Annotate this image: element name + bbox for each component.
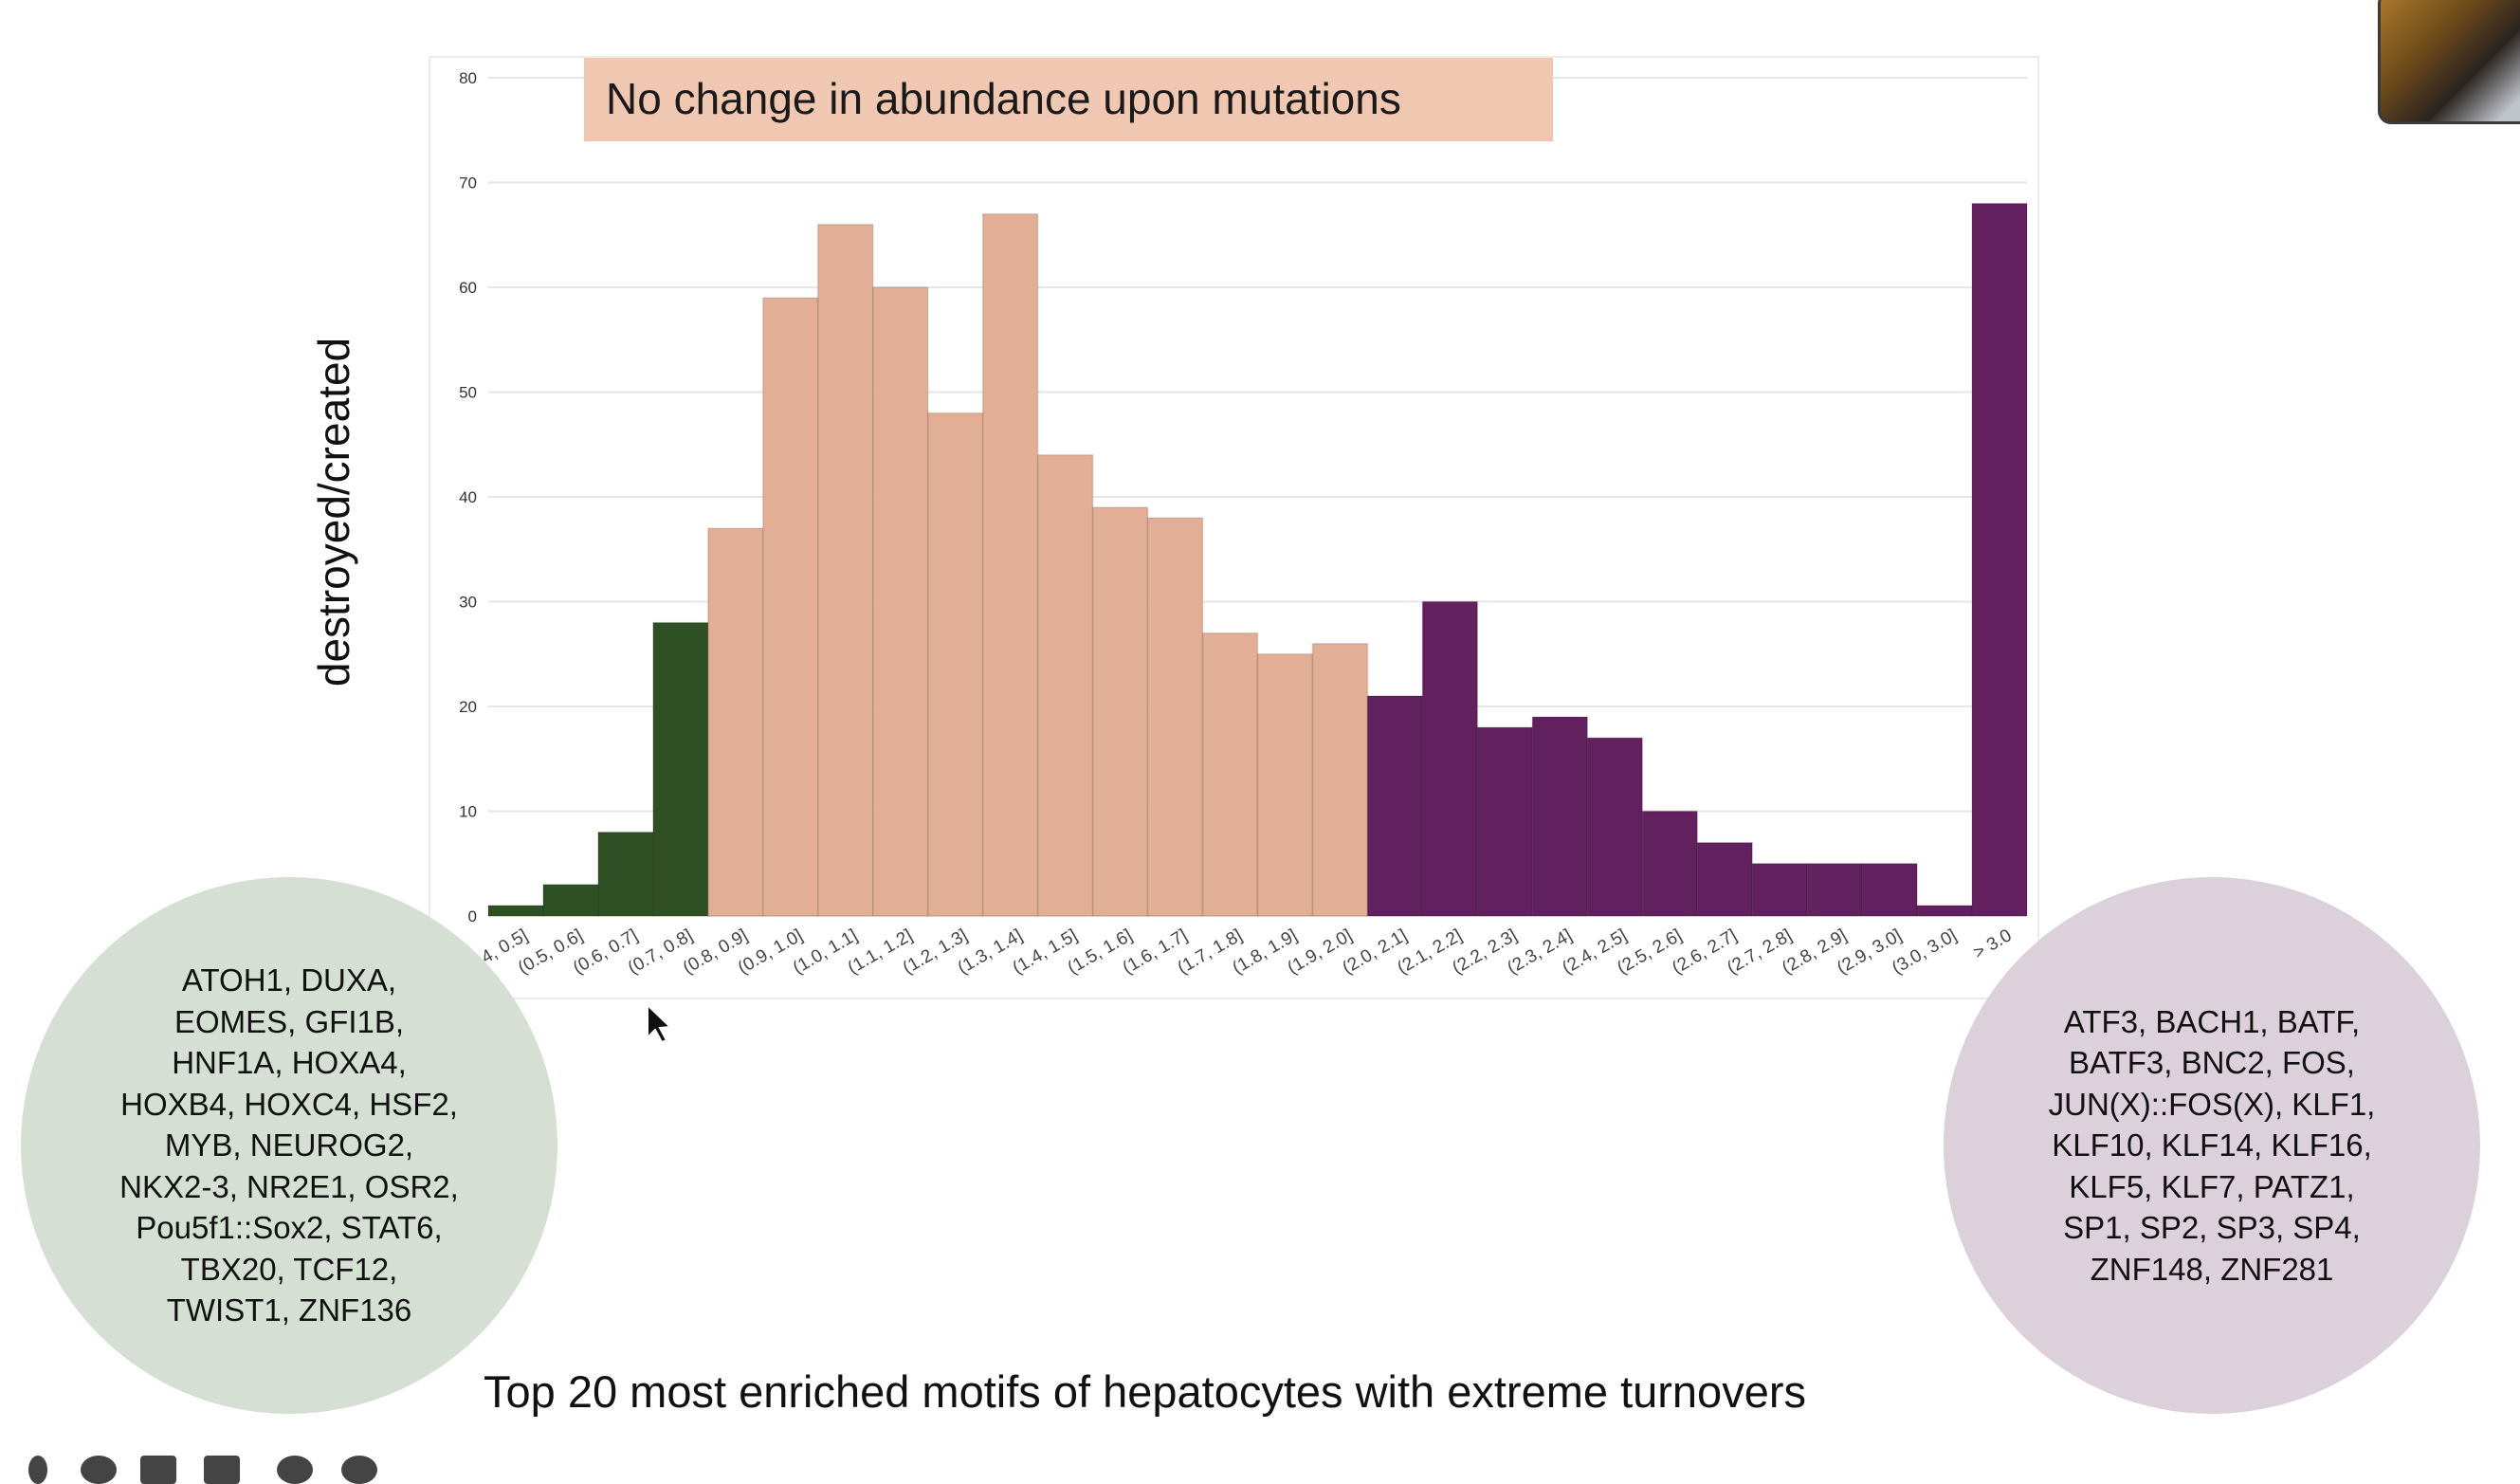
y-tick-label: 80 — [459, 69, 477, 87]
toolbar-icon[interactable] — [140, 1456, 176, 1484]
bar — [1751, 863, 1808, 917]
bar — [1421, 600, 1479, 917]
bar — [1256, 653, 1314, 917]
toolbar-icons — [28, 1456, 408, 1484]
bar — [1971, 202, 2028, 917]
toolbar-icon[interactable] — [277, 1456, 313, 1484]
y-tick-label: 60 — [459, 279, 477, 297]
y-tick-label: 20 — [459, 698, 477, 716]
toolbar-icon[interactable] — [341, 1456, 377, 1484]
bar — [1696, 841, 1753, 917]
bar — [1311, 642, 1369, 917]
bar — [1036, 454, 1094, 917]
bar — [1586, 737, 1644, 917]
bar — [1366, 695, 1424, 917]
bar — [762, 297, 819, 917]
y-tick-label: 30 — [459, 594, 477, 612]
y-tick-labels: 0 10 20 30 40 50 60 70 80 — [459, 69, 477, 925]
bar — [597, 831, 654, 917]
mouse-cursor-icon — [647, 1002, 673, 1044]
right-motif-circle: ATF3, BACH1, BATF, BATF3, BNC2, FOS, JUN… — [1944, 877, 2480, 1414]
y-tick-label: 70 — [459, 174, 477, 192]
bar — [1476, 726, 1534, 917]
bar — [1091, 506, 1149, 917]
bar — [926, 412, 984, 917]
y-axis-label: destroyed/created — [309, 338, 358, 687]
bar — [487, 905, 544, 917]
bar-series — [487, 202, 2028, 917]
bar — [1861, 863, 1918, 917]
bar — [1806, 863, 1863, 917]
y-tick-label: 0 — [468, 907, 477, 925]
bar — [652, 621, 709, 917]
title-box — [584, 58, 1553, 141]
bar — [817, 223, 874, 917]
bar — [542, 884, 599, 917]
left-motif-circle: ATOH1, DUXA, EOMES, GFI1B, HNF1A, HOXA4,… — [21, 877, 557, 1414]
slide-caption: Top 20 most enriched motifs of hepatocyt… — [484, 1366, 1806, 1417]
chart-title: No change in abundance upon mutations — [606, 74, 1401, 123]
bar — [981, 212, 1039, 917]
toolbar-icon[interactable] — [204, 1456, 240, 1484]
left-motif-list: ATOH1, DUXA, EOMES, GFI1B, HNF1A, HOXA4,… — [119, 962, 459, 1328]
right-motif-list: ATF3, BACH1, BATF, BATF3, BNC2, FOS, JUN… — [2048, 1003, 2376, 1287]
bar — [872, 286, 929, 917]
bar — [1146, 517, 1204, 917]
webcam-thumbnail[interactable] — [2378, 0, 2520, 124]
bar — [1201, 632, 1259, 917]
toolbar-icon[interactable] — [28, 1456, 47, 1484]
y-tick-label: 50 — [459, 384, 477, 402]
y-tick-label: 10 — [459, 803, 477, 821]
bar — [1916, 905, 1973, 917]
toolbar-icon[interactable] — [81, 1456, 117, 1484]
bar — [1531, 716, 1589, 917]
y-tick-label: 40 — [459, 488, 477, 506]
bar — [707, 527, 764, 917]
bar — [1641, 810, 1698, 917]
